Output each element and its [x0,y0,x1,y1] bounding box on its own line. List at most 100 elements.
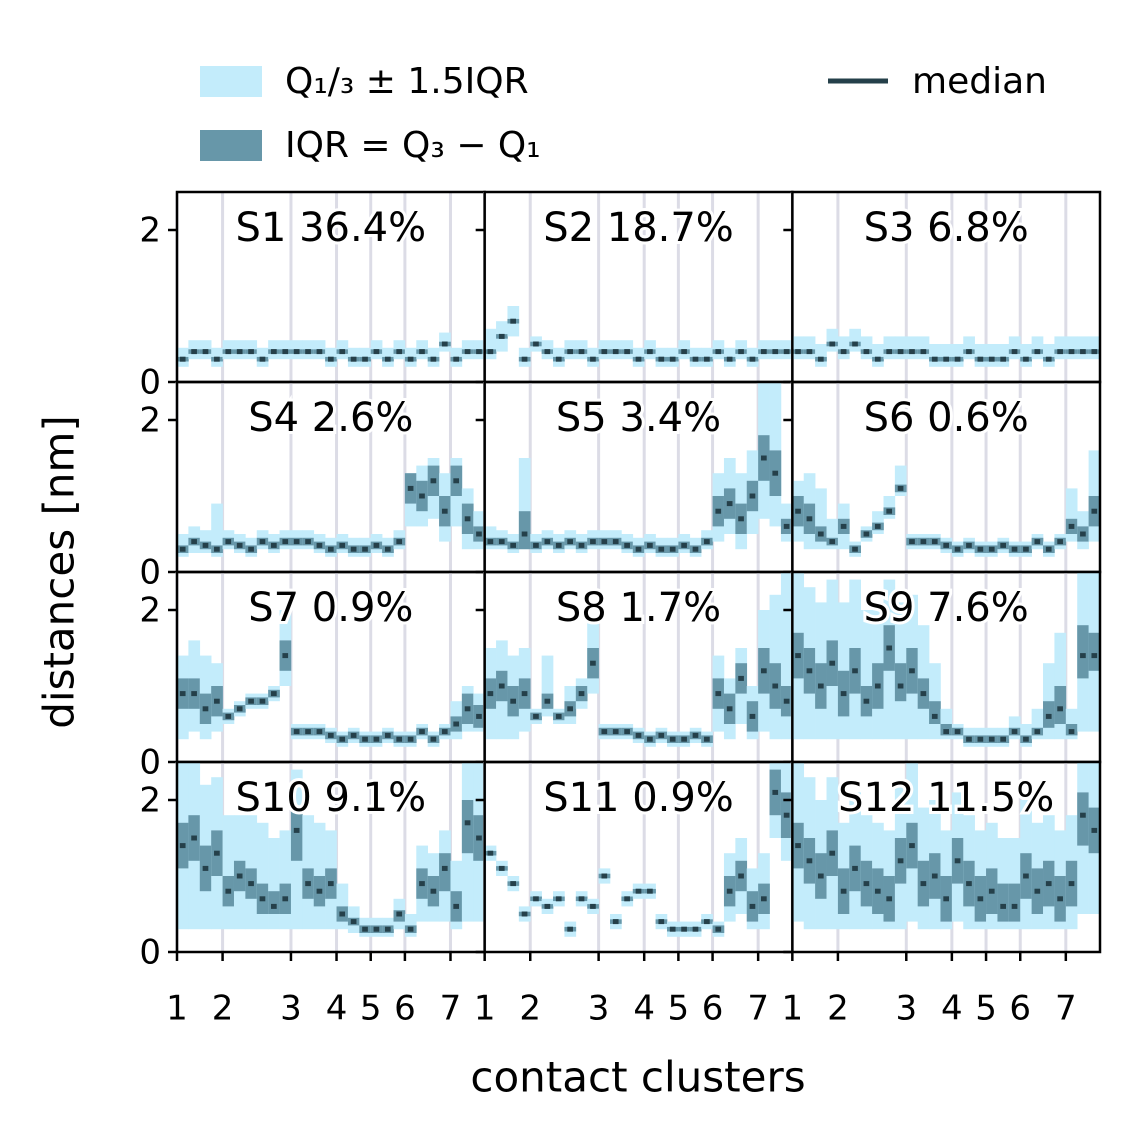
whisker-range [917,336,930,360]
x-tick-label: 3 [895,989,917,1029]
x-tick-label: 2 [212,989,234,1029]
y-tick-label: 2 [139,401,161,441]
x-tick-label: 6 [1009,989,1031,1029]
iqr-box [290,807,303,861]
whisker-range [951,344,964,367]
panel-title: S9 7.6% [864,585,1029,631]
whisker-range [826,328,839,352]
y-tick-label: 2 [139,781,161,821]
whisker-range [1088,336,1101,360]
iqr-box [1088,632,1101,671]
panel-title: S12 11.5% [838,775,1054,821]
whisker-range [860,610,873,740]
panel: S5 3.4% [475,380,794,574]
y-tick-label: 2 [139,211,161,251]
whisker-range [222,815,235,930]
legend-label: IQR = Q₃ − Q₁ [285,125,541,166]
x-tick-label: 4 [633,989,655,1029]
x-tick-label: 7 [440,989,462,1029]
whisker-range [815,344,827,367]
whisker-range [837,336,850,360]
whisker-range [792,336,805,360]
iqr-box [929,701,941,724]
whisker-range [1008,336,1021,360]
whisker-range [826,518,839,550]
whisker-range [1054,336,1067,360]
x-tick-label: 6 [394,989,416,1029]
y-tick-label: 0 [139,743,161,783]
x-tick-label: 7 [747,989,769,1029]
whisker-range [963,336,975,360]
whisker-range [1043,344,1055,367]
whisker-range [1065,336,1078,360]
x-tick-label: 6 [702,989,724,1029]
whisker-range [541,655,554,717]
y-tick-label: 0 [139,553,161,593]
whisker-range [1031,336,1044,360]
panel-title: S6 0.6% [864,395,1029,441]
y-axis-label: distances [nm] [35,415,84,729]
whisker-range [1077,336,1089,360]
whisker-range [268,838,280,930]
panel-title: S11 0.9% [543,775,734,821]
y-tick-label: 0 [139,363,161,403]
panel-title: S3 6.8% [864,205,1029,251]
panel: S8 1.7% [475,570,794,764]
x-axis-label: contact clusters [470,1053,805,1102]
whisker-range [256,822,269,930]
x-tick-label: 3 [280,989,302,1029]
whisker-range [997,344,1010,367]
panel: 1 2 3 4 5 6 7 S12 11.5% [782,760,1102,1029]
panel-title: S2 18.7% [543,205,734,251]
whisker-range [1031,708,1044,740]
whisker-range [336,883,349,930]
iqr-box [518,511,531,550]
panel-frame [791,760,1102,954]
x-tick-label: 5 [975,989,997,1029]
whisker-range [929,344,941,367]
iqr-box [997,883,1010,922]
whisker-range [894,336,907,360]
whisker-range [872,344,884,367]
iqr-box [268,891,280,914]
whisker-range [849,328,862,352]
whisker-range [974,344,987,367]
panel: S6 0.6% [783,380,1102,574]
whisker-range [894,465,907,496]
iqr-box [461,800,474,854]
panel-title: S10 9.1% [236,775,427,821]
panel-title: S5 3.4% [556,395,721,441]
legend-label: Q₁/₃ ± 1.5IQR [285,61,529,102]
panel: 0 2 S1 36.4% [139,190,486,403]
x-tick-label: 5 [360,989,382,1029]
whisker-range [211,503,223,557]
whisker-range [860,336,873,360]
x-tick-label: 5 [668,989,690,1029]
legend-label: median [912,61,1047,102]
whisker-range [1020,344,1032,367]
iqr-box [1077,792,1089,846]
whisker-range [484,328,497,360]
iqr-box [1008,883,1021,922]
whisker-range [815,488,827,550]
panel: S9 7.6% [783,570,1102,764]
x-tick-label: 4 [326,989,348,1029]
x-tick-label: 2 [827,989,849,1029]
y-tick-label: 0 [139,933,161,973]
y-tick-label: 2 [139,591,161,631]
panel: S3 6.8% [783,190,1102,384]
x-tick-label: 2 [519,989,541,1029]
panel: 0 2 S4 2.6% [139,380,486,593]
panel: S2 18.7% [475,190,794,384]
whisker-range [1065,488,1078,542]
x-tick-label: 7 [1055,989,1077,1029]
legend-swatch [200,130,262,161]
whisker-range [940,344,953,367]
whisker-range [780,572,793,740]
x-tick-label: 3 [588,989,610,1029]
whisker-range [883,336,896,360]
panel: 0 2 S7 0.9% [139,570,486,783]
iqr-box [439,853,451,892]
